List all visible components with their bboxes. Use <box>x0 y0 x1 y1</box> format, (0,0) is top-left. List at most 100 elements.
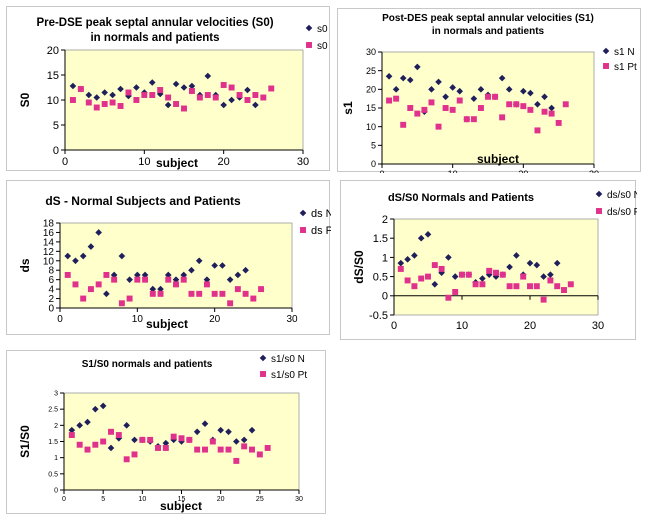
data-point-patient <box>527 106 534 113</box>
data-point-normal <box>141 271 149 279</box>
data-point-normal <box>69 82 77 90</box>
data-point-patient <box>547 277 554 284</box>
plot-area <box>59 222 293 309</box>
data-point-patient <box>470 116 477 123</box>
data-point-patient <box>463 116 470 123</box>
data-point-normal <box>107 444 115 452</box>
data-point-patient <box>203 281 210 288</box>
y-tick-label: 1 <box>54 455 58 462</box>
data-point-normal <box>93 94 101 101</box>
data-point-patient <box>180 276 187 283</box>
y-axis-label: ds <box>18 258 32 272</box>
data-point-patient <box>256 451 263 458</box>
data-point-patient <box>562 101 569 108</box>
data-point-patient <box>258 286 265 293</box>
data-point-patient <box>181 105 187 112</box>
data-point-patient <box>445 294 452 301</box>
chart-title: Pre-DSE peak septal annular velocities (… <box>36 17 273 29</box>
data-point-patient <box>165 94 172 101</box>
x-tick-label: 15 <box>178 496 186 503</box>
data-point-patient <box>202 446 208 453</box>
data-point-normal <box>252 101 259 109</box>
data-point-patient <box>188 88 195 94</box>
y-tick-label: 14 <box>43 237 55 248</box>
data-point-patient <box>428 99 435 106</box>
data-point-patient <box>115 432 122 439</box>
series-square-points <box>397 262 574 303</box>
data-point-normal <box>211 262 218 269</box>
x-tick-label: 30 <box>592 320 604 332</box>
data-point-normal <box>180 84 188 91</box>
data-point-patient <box>465 271 472 278</box>
data-point-normal <box>195 257 203 265</box>
x-tick-label: 25 <box>256 496 264 503</box>
chart-ds-s0-svg: dS/S0 Normals and Patients-0.500.511.520… <box>352 190 637 332</box>
data-point-patient <box>103 271 110 278</box>
chart-s1-panel: Post-DES peak septal annular velocities … <box>337 8 641 173</box>
data-point-patient <box>118 300 125 307</box>
data-point-patient <box>442 105 449 111</box>
chart-title: dS - Normal Subjects and Patients <box>45 194 241 208</box>
data-point-patient <box>186 436 193 443</box>
data-point-normal <box>233 438 240 445</box>
data-point-patient <box>477 105 484 111</box>
data-point-patient <box>485 93 491 100</box>
chart-s1-s0-svg: S1/S0 normals and patients00.511.522.530… <box>18 354 307 513</box>
data-point-normal <box>156 90 164 98</box>
legend-marker <box>260 371 266 377</box>
data-point-normal <box>442 93 449 101</box>
data-point-patient <box>196 94 203 101</box>
y-tick-label: 2 <box>54 423 58 430</box>
data-point-patient <box>242 290 249 297</box>
data-point-patient <box>92 441 99 448</box>
series-square-points <box>386 93 569 134</box>
data-point-patient <box>147 436 154 443</box>
x-axis-label: subject <box>477 152 519 166</box>
data-point-patient <box>249 446 255 453</box>
data-point-normal <box>188 82 196 90</box>
data-point-patient <box>69 97 76 103</box>
legend-label: s0 Pt <box>317 41 331 52</box>
data-point-patient <box>157 87 164 93</box>
x-tick-label: 0 <box>62 156 68 168</box>
legend-marker <box>300 227 306 233</box>
data-point-patient <box>111 276 118 283</box>
y-tick-label: 20 <box>366 84 376 94</box>
y-tick-label: 0 <box>382 291 388 303</box>
x-axis-label: subject <box>160 499 202 513</box>
data-point-normal <box>445 254 452 261</box>
y-tick-label: 20 <box>47 45 59 57</box>
data-point-patient <box>217 446 224 453</box>
data-point-patient <box>499 271 506 278</box>
data-point-patient <box>109 99 116 106</box>
x-tick-label: 0 <box>379 169 384 173</box>
data-point-patient <box>411 283 418 290</box>
series-square-points <box>69 82 275 112</box>
y-tick-label: 0 <box>54 487 58 494</box>
data-point-patient <box>400 121 407 128</box>
data-point-normal <box>148 79 156 86</box>
data-point-patient <box>513 283 520 290</box>
chart-title: in normals and patients <box>90 32 219 44</box>
data-point-patient <box>479 281 486 288</box>
chart-title: S1/S0 normals and patients <box>82 359 213 370</box>
data-point-patient <box>236 92 243 98</box>
data-point-patient <box>472 281 479 288</box>
data-point-patient <box>548 110 555 117</box>
data-point-patient <box>170 433 177 440</box>
y-tick-label: 5 <box>371 140 376 150</box>
data-point-normal <box>244 86 251 94</box>
y-tick-label: 2 <box>48 294 54 305</box>
data-point-normal <box>527 89 534 97</box>
data-point-patient <box>139 436 146 443</box>
y-tick-label: 10 <box>43 256 55 267</box>
data-point-patient <box>204 92 211 98</box>
data-point-patient <box>228 84 235 91</box>
data-point-normal <box>101 89 108 96</box>
y-tick-label: 15 <box>366 103 376 113</box>
x-axis-label: subject <box>156 156 198 170</box>
data-point-patient <box>133 97 140 103</box>
data-point-patient <box>149 92 156 98</box>
x-tick-label: 10 <box>138 156 150 168</box>
data-point-patient <box>155 444 161 451</box>
